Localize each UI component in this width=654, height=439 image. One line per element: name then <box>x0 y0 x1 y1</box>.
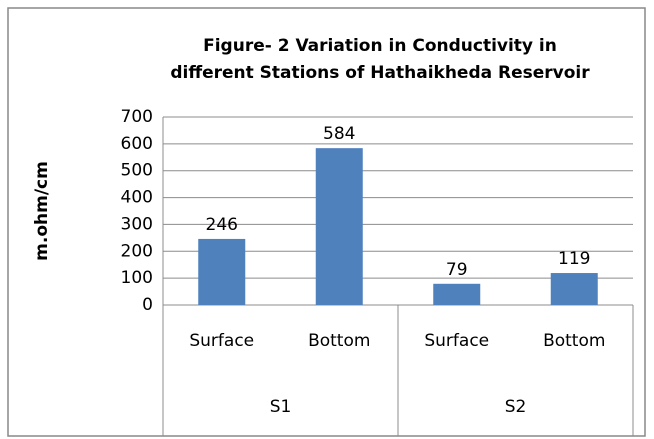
y-tick-label: 600 <box>121 134 153 154</box>
value-label: 119 <box>558 249 590 269</box>
y-tick-label: 300 <box>121 214 153 234</box>
bar <box>550 273 598 305</box>
group-label: S1 <box>270 397 292 417</box>
value-label: 584 <box>323 124 355 144</box>
y-tick-label: 500 <box>121 161 153 181</box>
chart-title: different Stations of Hathaikheda Reserv… <box>170 63 590 83</box>
value-label: 246 <box>206 215 238 235</box>
group-label: S2 <box>505 397 527 417</box>
y-tick-label: 100 <box>121 268 153 288</box>
x-tick-label: Surface <box>424 331 489 351</box>
bar <box>198 238 246 305</box>
bar <box>315 148 363 305</box>
y-tick-label: 700 <box>121 107 153 127</box>
value-label: 79 <box>446 260 468 280</box>
x-tick-label: Bottom <box>543 331 605 351</box>
y-tick-label: 0 <box>142 295 153 315</box>
bar <box>433 283 481 305</box>
chart-title: Figure- 2 Variation in Conductivity in <box>203 36 557 56</box>
y-tick-label: 400 <box>121 188 153 208</box>
x-tick-label: Bottom <box>308 331 370 351</box>
x-tick-label: Surface <box>189 331 254 351</box>
y-axis-label: m.ohm/cm <box>32 161 52 261</box>
y-tick-label: 200 <box>121 241 153 261</box>
